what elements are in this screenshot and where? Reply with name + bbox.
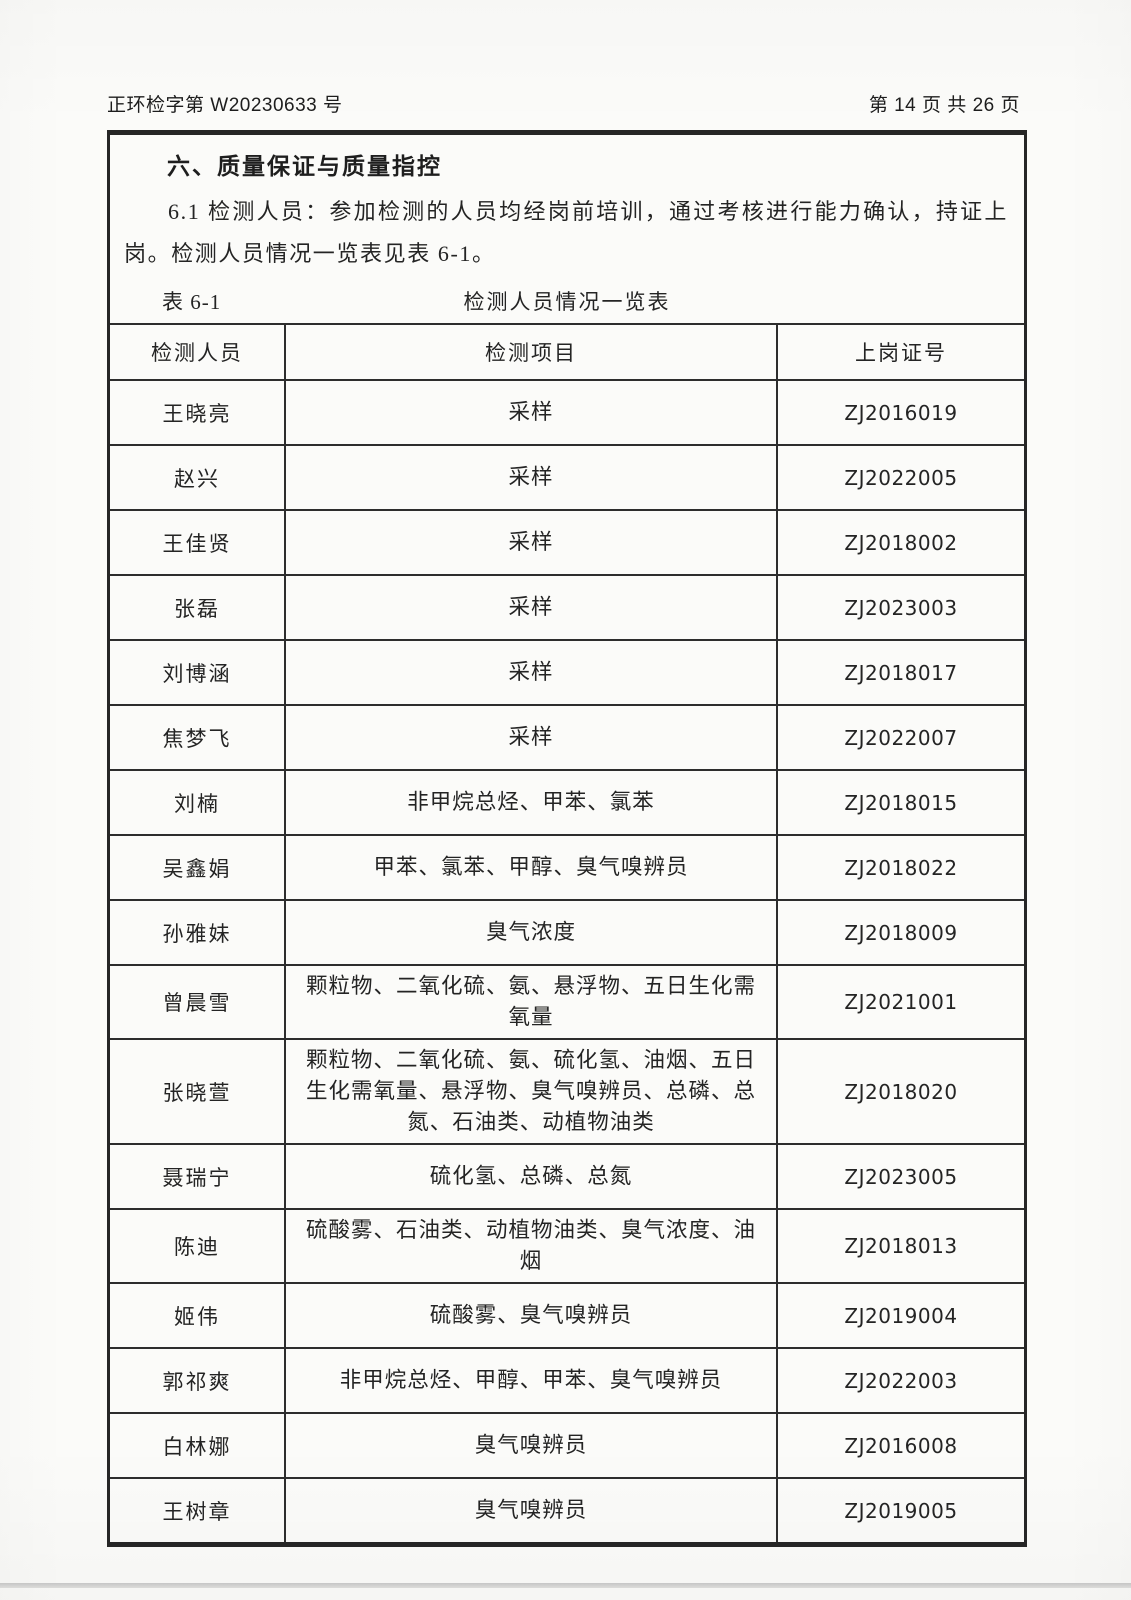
cell-test-items: 颗粒物、二氧化硫、氨、悬浮物、五日生化需氧量 (284, 964, 778, 1040)
cell-person-name: 王晓亮 (110, 379, 286, 446)
cell-person-name: 焦梦飞 (110, 704, 286, 771)
personnel-table: 检测人员 检测项目 上岗证号 王晓亮 采样 ZJ2016019 赵兴 采样 ZJ… (110, 323, 1024, 1542)
cell-person-name: 吴鑫娟 (110, 834, 286, 901)
cell-person-name: 郭祁爽 (110, 1347, 286, 1414)
cell-person-name: 姬伟 (110, 1282, 286, 1349)
cell-cert-number: ZJ2019004 (776, 1282, 1024, 1349)
column-header-personnel: 检测人员 (110, 323, 286, 380)
cell-cert-number: ZJ2018013 (776, 1208, 1024, 1284)
cell-test-items: 采样 (284, 704, 778, 771)
cell-test-items: 甲苯、氯苯、甲醇、臭气嗅辨员 (284, 834, 778, 901)
personnel-table-body: 王晓亮 采样 ZJ2016019 赵兴 采样 ZJ2022005 王佳贤 采样 … (110, 379, 1024, 1542)
column-header-items: 检测项目 (284, 323, 778, 380)
table-row: 张晓萱 颗粒物、二氧化硫、氨、硫化氢、油烟、五日生化需氧量、悬浮物、臭气嗅辨员、… (110, 1038, 1024, 1145)
cell-cert-number: ZJ2018020 (776, 1038, 1024, 1145)
cell-person-name: 王树章 (110, 1477, 286, 1542)
table-row: 王晓亮 采样 ZJ2016019 (110, 379, 1024, 446)
cell-test-items: 采样 (284, 379, 778, 446)
table-row: 郭祁爽 非甲烷总烃、甲醇、甲苯、臭气嗅辨员 ZJ2022003 (110, 1347, 1024, 1414)
document-number: 正环检字第 W20230633 号 (107, 95, 343, 116)
cell-test-items: 颗粒物、二氧化硫、氨、硫化氢、油烟、五日生化需氧量、悬浮物、臭气嗅辨员、总磷、总… (284, 1038, 778, 1145)
cell-person-name: 刘楠 (110, 769, 286, 836)
cell-person-name: 王佳贤 (110, 509, 286, 576)
cell-cert-number: ZJ2022007 (776, 704, 1024, 771)
cell-person-name: 聂瑞宁 (110, 1143, 286, 1210)
table-caption-label: 表 6-1 (162, 290, 222, 314)
cell-cert-number: ZJ2018017 (776, 639, 1024, 706)
cell-test-items: 采样 (284, 444, 778, 511)
cell-cert-number: ZJ2018002 (776, 509, 1024, 576)
cell-test-items: 非甲烷总烃、甲苯、氯苯 (284, 769, 778, 836)
table-row: 陈迪 硫酸雾、石油类、动植物油类、臭气浓度、油烟 ZJ2018013 (110, 1208, 1024, 1284)
cell-cert-number: ZJ2023005 (776, 1143, 1024, 1210)
cell-cert-number: ZJ2016008 (776, 1412, 1024, 1479)
cell-person-name: 曾晨雪 (110, 964, 286, 1040)
cell-test-items: 硫化氢、总磷、总氮 (284, 1143, 778, 1210)
cell-person-name: 孙雅妹 (110, 899, 286, 966)
scan-edge-shadow (0, 1583, 1131, 1588)
table-row: 聂瑞宁 硫化氢、总磷、总氮 ZJ2023005 (110, 1143, 1024, 1210)
cell-cert-number: ZJ2018015 (776, 769, 1024, 836)
table-row: 王佳贤 采样 ZJ2018002 (110, 509, 1024, 576)
cell-test-items: 臭气嗅辨员 (284, 1477, 778, 1542)
table-row: 孙雅妹 臭气浓度 ZJ2018009 (110, 899, 1024, 966)
cell-person-name: 刘博涵 (110, 639, 286, 706)
cell-test-items: 臭气浓度 (284, 899, 778, 966)
table-row: 刘博涵 采样 ZJ2018017 (110, 639, 1024, 706)
cell-person-name: 陈迪 (110, 1208, 286, 1284)
cell-cert-number: ZJ2022005 (776, 444, 1024, 511)
table-caption-title: 检测人员情况一览表 (463, 290, 671, 314)
cell-cert-number: ZJ2022003 (776, 1347, 1024, 1414)
cell-person-name: 张晓萱 (110, 1038, 286, 1145)
cell-test-items: 采样 (284, 509, 778, 576)
table-row: 姬伟 硫酸雾、臭气嗅辨员 ZJ2019004 (110, 1282, 1024, 1349)
table-caption: 表 6-1 检测人员情况一览表 (110, 279, 1024, 323)
table-header-row: 检测人员 检测项目 上岗证号 (110, 323, 1024, 380)
table-row: 张磊 采样 ZJ2023003 (110, 574, 1024, 641)
table-row: 吴鑫娟 甲苯、氯苯、甲醇、臭气嗅辨员 ZJ2018022 (110, 834, 1024, 901)
cell-cert-number: ZJ2019005 (776, 1477, 1024, 1542)
content-frame: 六、质量保证与质量指控 6.1 检测人员：参加检测的人员均经岗前培训，通过考核进… (107, 130, 1027, 1547)
cell-cert-number: ZJ2023003 (776, 574, 1024, 641)
table-row: 曾晨雪 颗粒物、二氧化硫、氨、悬浮物、五日生化需氧量 ZJ2021001 (110, 964, 1024, 1040)
table-row: 赵兴 采样 ZJ2022005 (110, 444, 1024, 511)
cell-test-items: 硫酸雾、石油类、动植物油类、臭气浓度、油烟 (284, 1208, 778, 1284)
page-header: 正环检字第 W20230633 号 第 14 页 共 26 页 (107, 90, 1020, 117)
cell-test-items: 采样 (284, 574, 778, 641)
cell-test-items: 硫酸雾、臭气嗅辨员 (284, 1282, 778, 1349)
cell-test-items: 采样 (284, 639, 778, 706)
cell-person-name: 赵兴 (110, 444, 286, 511)
page-number-indicator: 第 14 页 共 26 页 (868, 95, 1020, 116)
cell-cert-number: ZJ2016019 (776, 379, 1024, 446)
table-row: 焦梦飞 采样 ZJ2022007 (110, 704, 1024, 771)
cell-cert-number: ZJ2018022 (776, 834, 1024, 901)
section-paragraph: 6.1 检测人员：参加检测的人员均经岗前培训，通过考核进行能力确认，持证上岗。检… (124, 199, 1008, 266)
table-row: 白林娜 臭气嗅辨员 ZJ2016008 (110, 1412, 1024, 1479)
section-title: 六、质量保证与质量指控 (167, 154, 442, 179)
cell-cert-number: ZJ2021001 (776, 964, 1024, 1040)
table-row: 刘楠 非甲烷总烃、甲苯、氯苯 ZJ2018015 (110, 769, 1024, 836)
cell-cert-number: ZJ2018009 (776, 899, 1024, 966)
cell-test-items: 非甲烷总烃、甲醇、甲苯、臭气嗅辨员 (284, 1347, 778, 1414)
cell-person-name: 张磊 (110, 574, 286, 641)
table-row: 王树章 臭气嗅辨员 ZJ2019005 (110, 1477, 1024, 1542)
column-header-cert: 上岗证号 (776, 323, 1024, 380)
cell-person-name: 白林娜 (110, 1412, 286, 1479)
cell-test-items: 臭气嗅辨员 (284, 1412, 778, 1479)
